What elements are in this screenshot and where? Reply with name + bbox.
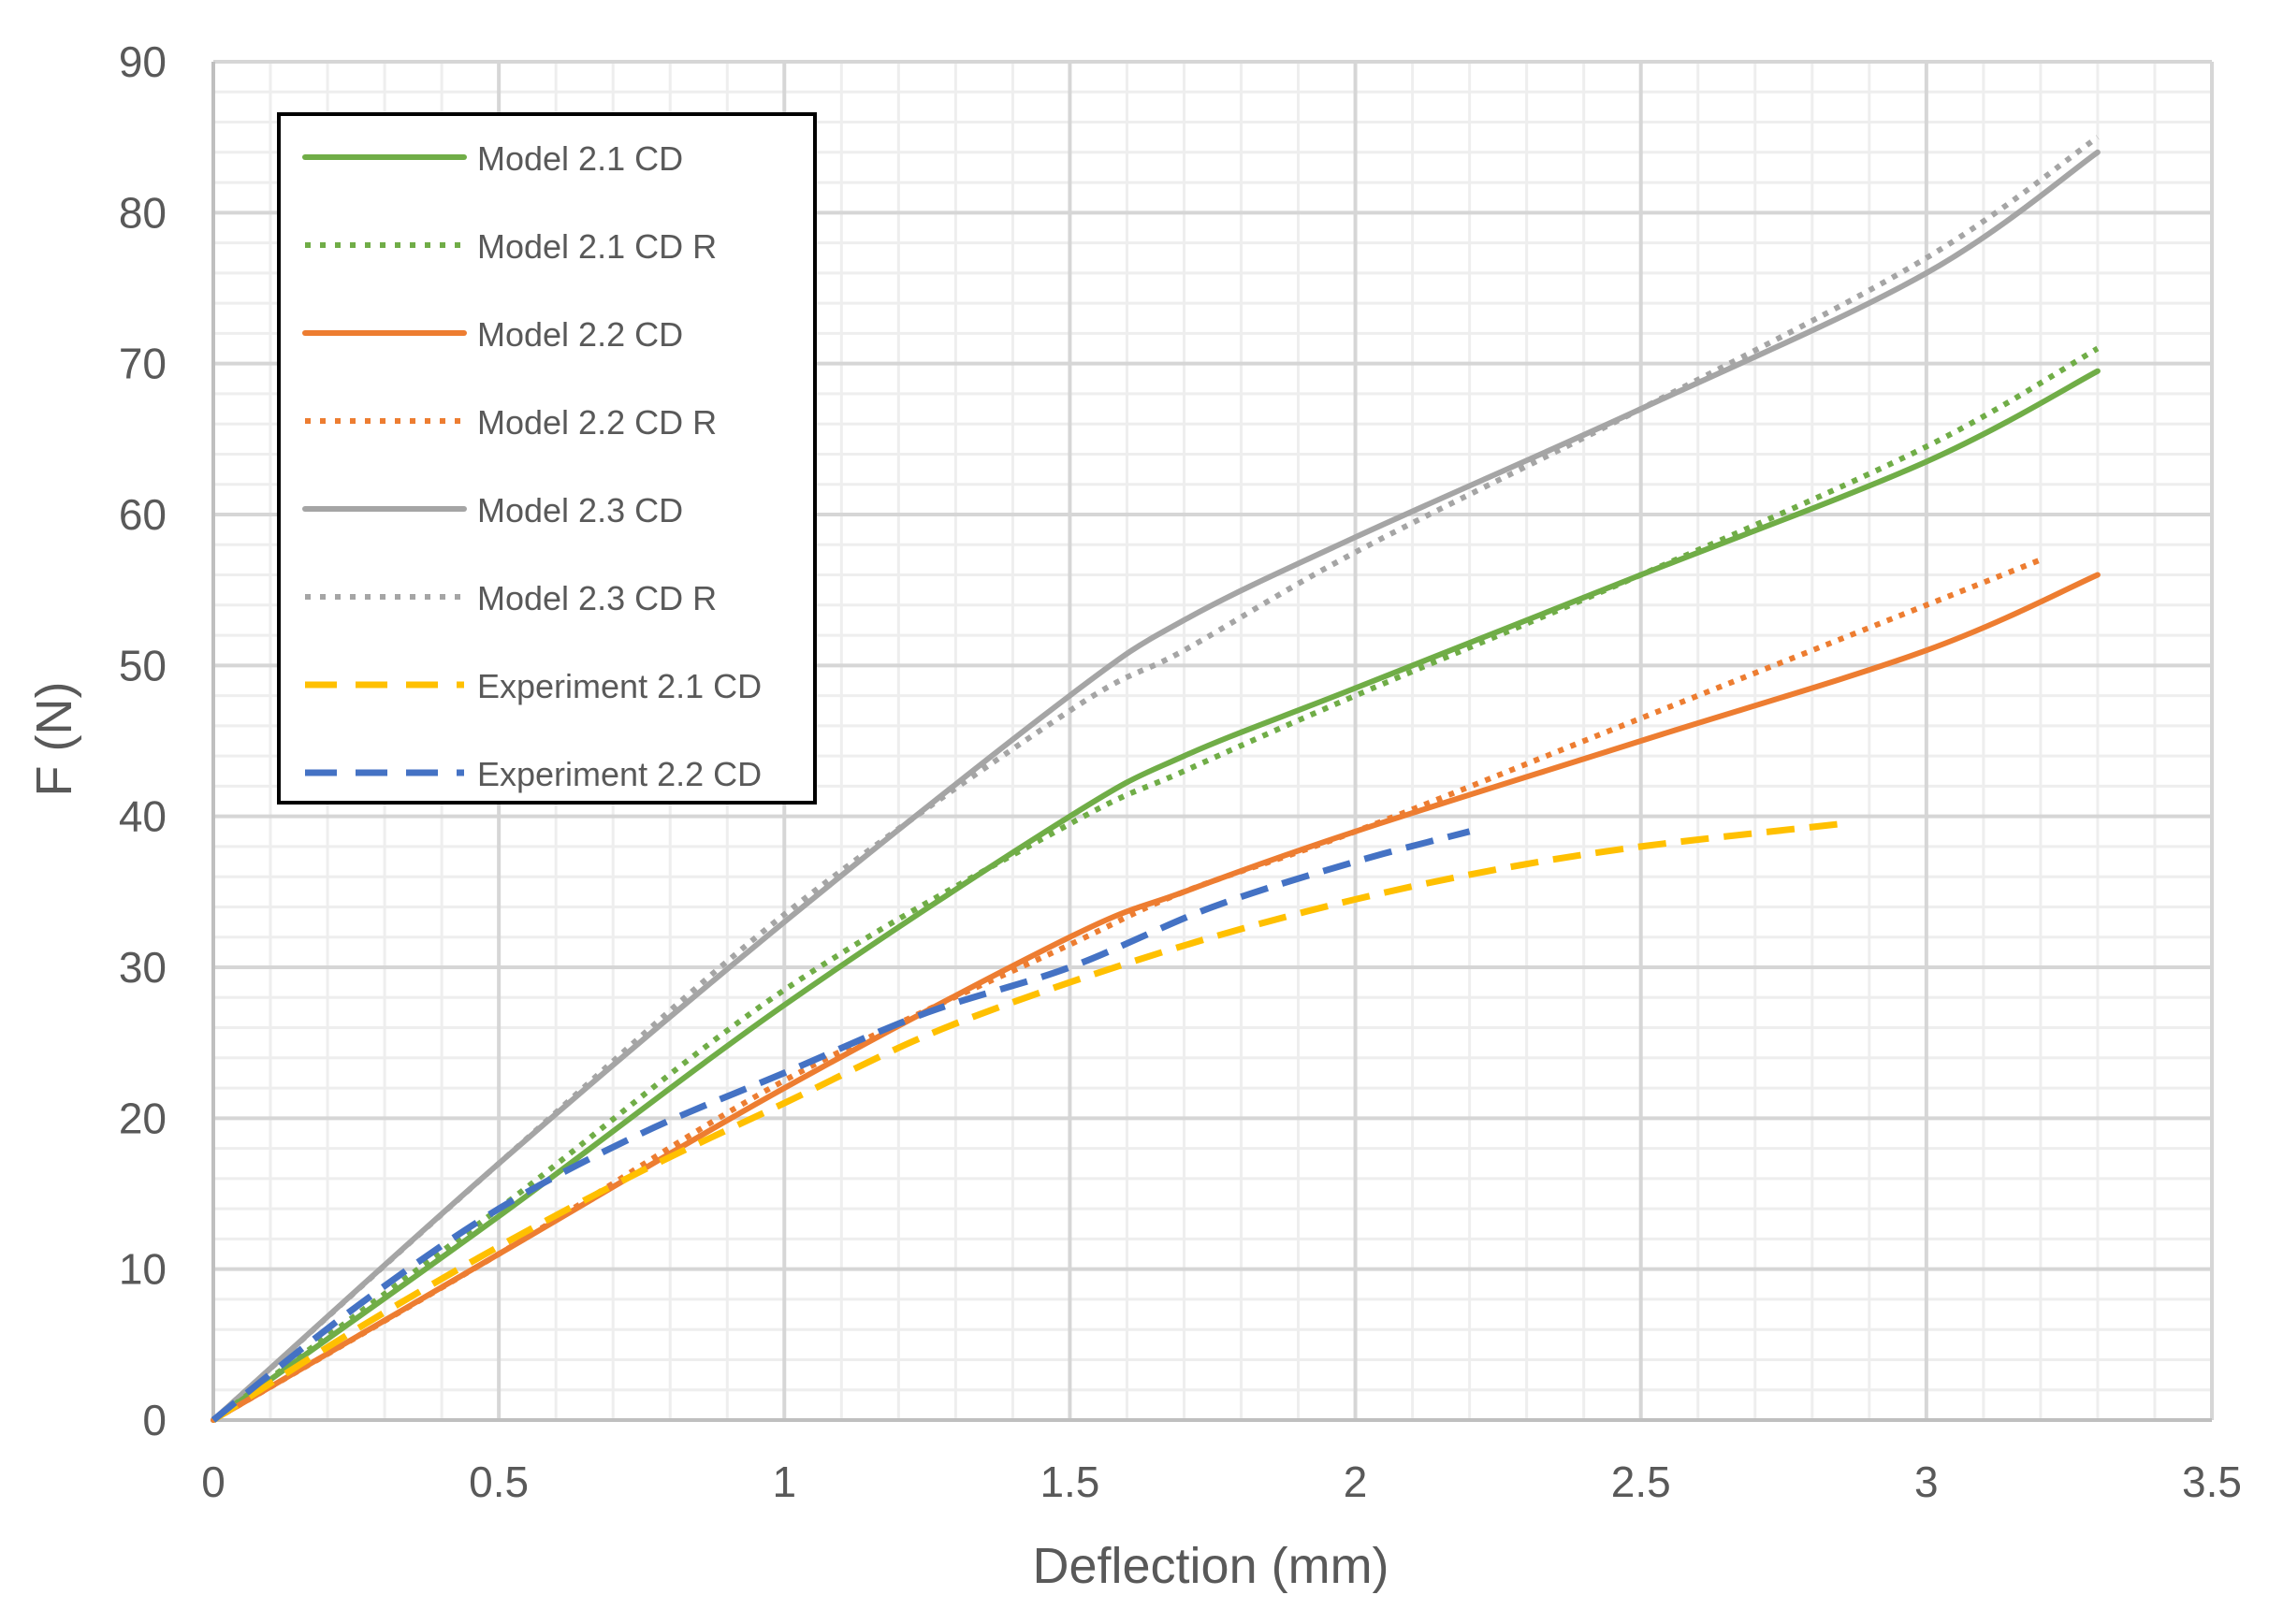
tick-labels: 0 0.5 1 1.5 2 2.5 3 3.5 0 10 20 30 40 50 60 70 80 90 xyxy=(119,37,2242,1506)
y-tick-label: 80 xyxy=(119,188,167,237)
y-tick-label: 0 xyxy=(142,1396,167,1444)
series-line-experiment-2-1-cd xyxy=(211,820,1841,1423)
axes xyxy=(211,62,2212,1422)
x-tick-label: 2.5 xyxy=(1611,1457,1671,1506)
y-tick-label: 10 xyxy=(119,1245,167,1294)
y-tick-label: 50 xyxy=(119,641,167,689)
series-layer xyxy=(211,135,2101,1423)
series-line-model-2-1-cd-r xyxy=(211,345,2100,1423)
legend-label-model-2-3-cd-r: Model 2.3 CD R xyxy=(477,579,717,617)
legend-label-model-2-3-cd: Model 2.3 CD xyxy=(477,491,683,529)
legend-label-experiment-2-2-cd: Experiment 2.2 CD xyxy=(477,755,762,793)
y-axis-label: F (N) xyxy=(26,682,82,797)
series-line-model-2-2-cd-r xyxy=(211,557,2043,1423)
x-tick-label: 0 xyxy=(201,1457,225,1506)
x-tick-label: 0.5 xyxy=(469,1457,529,1506)
x-tick-label: 1 xyxy=(772,1457,796,1506)
x-tick-label: 3.5 xyxy=(2182,1457,2242,1506)
y-tick-label: 60 xyxy=(119,490,167,539)
legend-label-model-2-2-cd: Model 2.2 CD xyxy=(477,315,683,354)
legend: Model 2.1 CD Model 2.1 CD R Model 2.2 CD Mo… xyxy=(277,112,817,805)
y-tick-label: 70 xyxy=(119,340,167,388)
y-tick-label: 40 xyxy=(119,792,167,841)
y-tick-label: 30 xyxy=(119,943,167,992)
x-tick-label: 1.5 xyxy=(1040,1457,1099,1506)
y-tick-label: 20 xyxy=(119,1094,167,1142)
x-tick-label: 3 xyxy=(1914,1457,1939,1506)
y-tick-label: 90 xyxy=(119,37,167,86)
legend-label-experiment-2-1-cd: Experiment 2.1 CD xyxy=(477,667,762,705)
legend-label-model-2-1-cd: Model 2.1 CD xyxy=(477,139,683,178)
x-axis-label: Deflection (mm) xyxy=(1032,1538,1389,1594)
series-line-model-2-3-cd xyxy=(211,149,2101,1423)
legend-label-model-2-1-cd-r: Model 2.1 CD R xyxy=(477,227,717,266)
x-tick-label: 2 xyxy=(1344,1457,1368,1506)
legend-label-model-2-2-cd-r: Model 2.2 CD R xyxy=(477,403,717,442)
